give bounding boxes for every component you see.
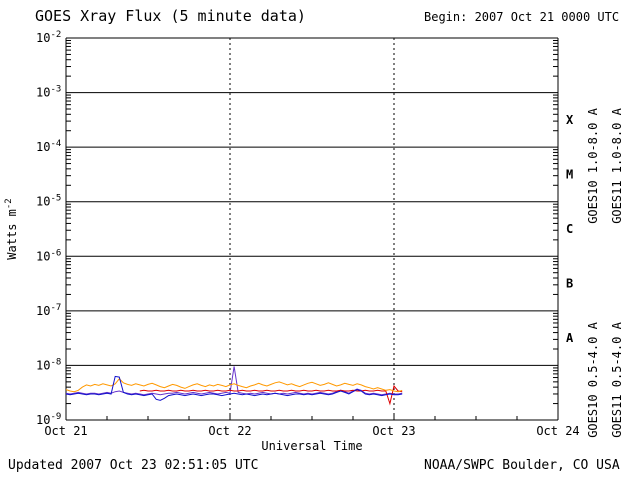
flare-class-label: A — [566, 331, 574, 345]
y-tick-label: 10-9 — [36, 412, 61, 427]
legend-label: GOES10 1.0-8.0 A — [586, 107, 600, 223]
series-line — [65, 366, 403, 396]
x-axis-label: Universal Time — [261, 439, 362, 453]
y-tick-label: 10-4 — [36, 139, 61, 154]
y-tick-label: 10-2 — [36, 30, 61, 45]
y-tick-label: 10-7 — [36, 303, 61, 318]
x-tick-label: Oct 23 — [372, 424, 415, 438]
flare-class-label: C — [566, 222, 573, 236]
y-tick-label: 10-5 — [36, 194, 61, 209]
legend-label: GOES11 0.5-4.0 A — [610, 321, 624, 437]
series-line — [65, 378, 403, 393]
flare-class-label: B — [566, 277, 573, 291]
legend-label: GOES10 0.5-4.0 A — [586, 321, 600, 437]
begin-timestamp: Begin: 2007 Oct 21 0000 UTC — [424, 10, 619, 24]
x-tick-label: Oct 21 — [44, 424, 87, 438]
series-line — [139, 384, 403, 406]
x-tick-label: Oct 22 — [208, 424, 251, 438]
y-tick-label: 10-8 — [36, 357, 61, 372]
flare-class-label: X — [566, 113, 574, 127]
y-tick-label: 10-3 — [36, 85, 61, 100]
chart-title: GOES Xray Flux (5 minute data) — [35, 7, 306, 25]
y-axis-label: Watts m-2 — [4, 198, 19, 259]
flare-class-label: M — [566, 167, 573, 181]
updated-timestamp: Updated 2007 Oct 23 02:51:05 UTC — [8, 458, 258, 473]
source-attribution: NOAA/SWPC Boulder, CO USA — [424, 458, 620, 473]
y-tick-label: 10-6 — [36, 248, 61, 263]
legend-label: GOES11 1.0-8.0 A — [610, 107, 624, 223]
x-tick-label: Oct 24 — [536, 424, 579, 438]
series-line — [65, 375, 403, 401]
